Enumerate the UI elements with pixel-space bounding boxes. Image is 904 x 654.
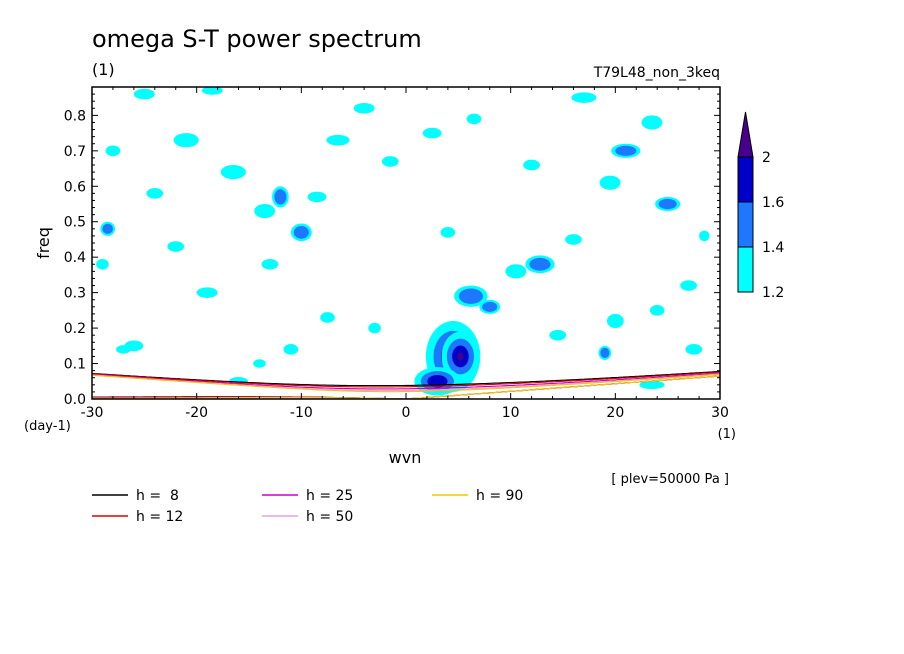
power-patch-28-level-1 bbox=[381, 156, 399, 167]
colorbar: 1.2 1.4 1.6 2 bbox=[737, 111, 784, 301]
y-tick-label: 0.6 bbox=[64, 179, 86, 195]
legend-label-h12: h = 12 bbox=[136, 509, 183, 525]
power-patch-16-level-1 bbox=[96, 258, 109, 270]
x-axis: -30 -20 -10 0 10 20 30 bbox=[81, 87, 729, 421]
power-patches bbox=[96, 87, 710, 396]
legend-label-h25: h = 25 bbox=[306, 488, 353, 504]
colorbar-label: 2 bbox=[762, 150, 771, 166]
y-tick-label: 0.5 bbox=[64, 215, 86, 231]
legend-label-h50: h = 50 bbox=[306, 509, 353, 525]
power-patch-29-level-1 bbox=[261, 258, 279, 270]
power-patch-31-level-1 bbox=[565, 234, 582, 245]
colorbar-triangle bbox=[737, 111, 754, 158]
power-patch-21-level-1 bbox=[353, 102, 375, 114]
power-patch-39-level-1 bbox=[283, 344, 299, 355]
dispersion-curves bbox=[92, 370, 720, 399]
x-tick-label: 30 bbox=[711, 405, 729, 421]
power-patch-14-level-1 bbox=[173, 133, 199, 148]
colorbar-label: 1.4 bbox=[762, 240, 784, 256]
power-patch-6-level-1 bbox=[505, 264, 527, 279]
power-patch-22-level-1 bbox=[422, 127, 442, 139]
run-label: T79L48_non_3keq bbox=[593, 65, 720, 81]
legend: h = 8 h = 12 h = 25 h = 50 h = 90 bbox=[92, 488, 523, 525]
power-patch-9-level-2 bbox=[615, 145, 637, 156]
x-tick-label: -20 bbox=[185, 405, 208, 421]
power-patch-36-level-2 bbox=[600, 347, 610, 359]
power-patch-24-level-1 bbox=[641, 115, 663, 130]
colorbar-box-1 bbox=[737, 201, 754, 248]
y-axis-label: freq bbox=[34, 227, 53, 259]
x-tick-label: 10 bbox=[502, 405, 520, 421]
y-axis-unit: (day-1) bbox=[24, 419, 71, 434]
power-patch-25-level-1 bbox=[571, 92, 597, 103]
curve-h25-ig bbox=[92, 372, 720, 390]
power-patch-34-level-1 bbox=[685, 344, 703, 355]
power-patch-37-level-1 bbox=[649, 305, 665, 316]
y-tick-label: 0.1 bbox=[64, 357, 86, 373]
curve-h90-kelvin bbox=[405, 375, 720, 399]
colorbar-label: 1.2 bbox=[762, 285, 784, 301]
plev-note: [ plev=50000 Pa ] bbox=[611, 472, 729, 487]
chart-title-unit: (1) bbox=[92, 60, 115, 79]
power-patch-47-level-1 bbox=[368, 322, 381, 334]
power-patch-11-level-1 bbox=[254, 204, 276, 219]
colorbar-box-2 bbox=[737, 156, 754, 203]
curve-h90-rossby bbox=[92, 397, 404, 399]
colorbar-box-0 bbox=[737, 246, 754, 293]
chart-title: omega S-T power spectrum bbox=[92, 25, 422, 53]
y-tick-label: 0.0 bbox=[64, 392, 86, 408]
x-tick-label: -10 bbox=[290, 405, 313, 421]
power-patch-33-level-1 bbox=[606, 313, 624, 329]
power-patch-20-level-1 bbox=[116, 345, 131, 354]
power-patch-38-level-1 bbox=[105, 145, 121, 157]
power-patch-1-level-4 bbox=[457, 352, 464, 361]
power-patch-15-level-2 bbox=[102, 223, 113, 234]
power-patch-7-level-2 bbox=[658, 198, 677, 210]
power-patch-35-level-1 bbox=[639, 380, 665, 390]
power-patch-42-level-1 bbox=[167, 241, 185, 252]
y-tick-label: 0.7 bbox=[64, 144, 86, 160]
power-patch-17-level-1 bbox=[146, 188, 164, 199]
legend-label-h8: h = 8 bbox=[136, 488, 179, 504]
curve-h90-ig bbox=[92, 373, 720, 393]
colorbar-label: 1.6 bbox=[762, 195, 784, 211]
power-patch-18-level-1 bbox=[196, 287, 218, 298]
power-patch-30-level-1 bbox=[307, 191, 327, 203]
x-tick-label: 0 bbox=[402, 405, 411, 421]
power-patch-49-level-1 bbox=[466, 113, 482, 125]
power-patch-32-level-1 bbox=[680, 280, 697, 291]
power-patch-43-level-1 bbox=[440, 227, 456, 238]
y-tick-label: 0.4 bbox=[64, 250, 86, 266]
curve-h8-ig bbox=[92, 370, 720, 387]
power-patch-23-level-1 bbox=[326, 134, 350, 146]
x-axis-unit: (1) bbox=[718, 427, 736, 442]
power-patch-3-level-2 bbox=[458, 288, 483, 304]
power-patch-8-level-1 bbox=[599, 175, 621, 190]
y-tick-label: 0.8 bbox=[64, 108, 86, 124]
power-patch-44-level-1 bbox=[549, 329, 567, 341]
power-patch-5-level-2 bbox=[529, 257, 551, 271]
power-patch-10-level-2 bbox=[274, 189, 287, 205]
power-patch-13-level-1 bbox=[220, 165, 246, 180]
power-patch-40-level-1 bbox=[253, 359, 266, 368]
power-patch-4-level-2 bbox=[482, 301, 498, 312]
curve-h12-ig bbox=[92, 371, 720, 388]
x-tick-label: -30 bbox=[81, 405, 104, 421]
power-patch-12-level-2 bbox=[293, 225, 309, 239]
power-patch-41-level-1 bbox=[320, 312, 335, 323]
power-patch-26-level-1 bbox=[133, 88, 155, 100]
y-tick-label: 0.3 bbox=[64, 286, 86, 302]
y-axis: 0.0 0.1 0.2 0.3 0.4 0.5 0.6 0.7 0.8 bbox=[64, 93, 720, 408]
power-patch-48-level-1 bbox=[523, 159, 540, 171]
x-tick-label: 20 bbox=[606, 405, 624, 421]
y-tick-label: 0.2 bbox=[64, 321, 86, 337]
power-patch-45-level-1 bbox=[699, 230, 710, 242]
x-axis-label: wvn bbox=[389, 448, 422, 467]
legend-label-h90: h = 90 bbox=[476, 488, 523, 504]
